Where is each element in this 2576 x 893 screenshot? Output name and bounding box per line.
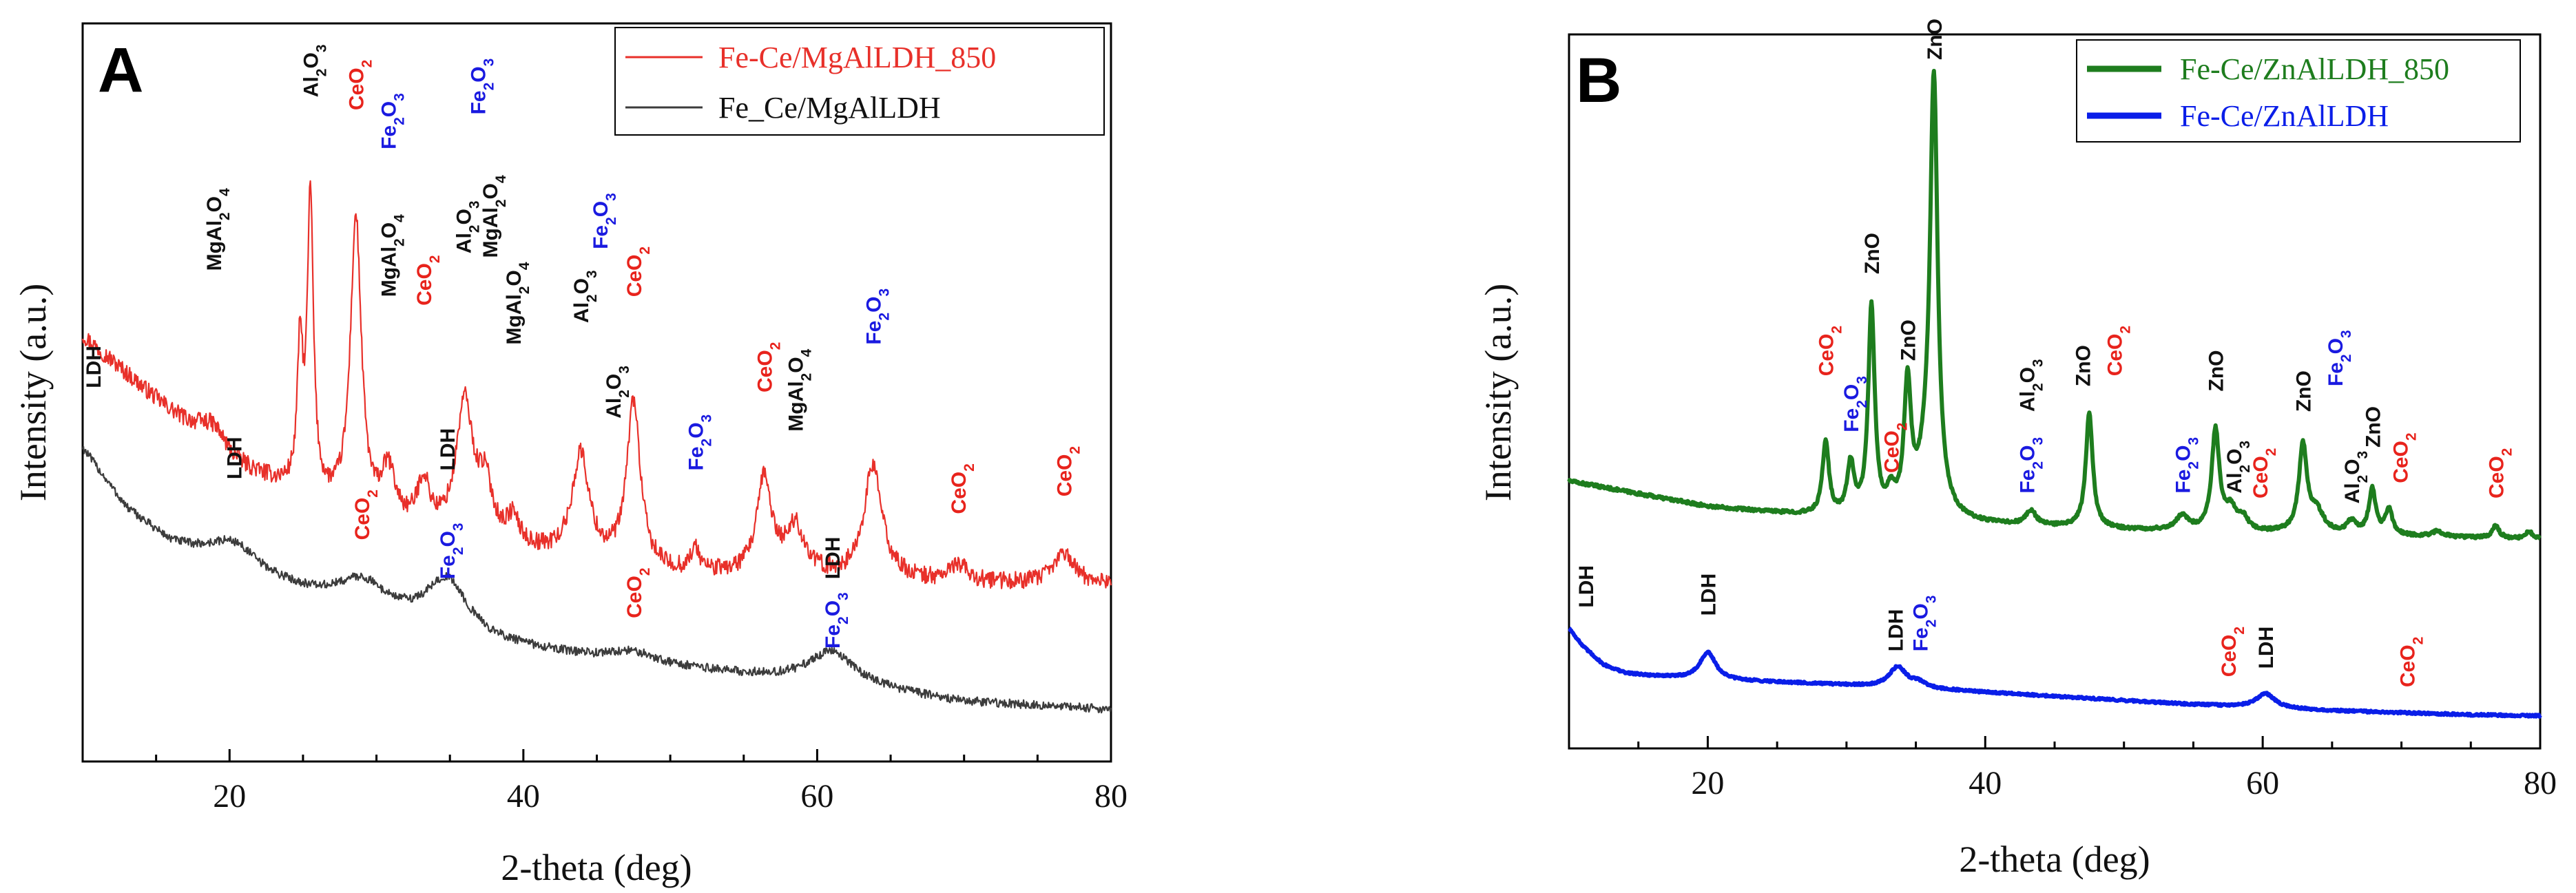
panel-a-peak-label: Al2O3 [603,366,632,419]
panel-b-peak-label: LDH [2255,627,2278,669]
panel-b-peak-label: ZnO [2072,345,2095,386]
panel-a-peak-label: LDH [822,537,844,580]
panel-b-x-tick-label: 40 [1969,765,2002,801]
panel-b-y-axis-title: Intensity (a.u.) [1477,284,1519,501]
panel-b-x-tick-label: 20 [1691,765,1724,801]
panel-b-legend: Fe-Ce/ZnAlLDH_850 Fe-Ce/ZnAlLDH [2076,39,2521,143]
panel-b-peak-label: LDH [1697,574,1720,616]
panel-a-peak-label: CeO2 [623,568,653,618]
panel-a-peak-label: Fe2O3 [468,59,497,115]
panel-a-legend-label-850: Fe-Ce/MgAlLDH_850 [718,41,996,74]
panel-a-peak-label: Fe2O3 [378,93,408,149]
panel-b-series-line-1 [1568,627,2542,719]
panel-a-peak-label: Al2O3 [570,270,600,323]
panel-b-x-tick-label: 60 [2246,765,2279,801]
panel-b-peak-label: Al2O3 [2341,451,2371,504]
panel-b-peak-label: LDH [1884,609,1907,652]
panel-a-peak-label: CeO2 [754,342,784,392]
panel-b-letter: B [1576,45,1621,116]
panel-b-series-line-0 [1567,69,2542,541]
panel-a-peak-label: CeO2 [346,60,375,110]
panel-a-series-line-1 [81,445,1112,714]
panel-a-peak-label: MgAl2O4 [479,175,509,258]
panel-b-peak-label: CeO2 [1880,423,1910,473]
panel-b-legend-label-850: Fe-Ce/ZnAlLDH_850 [2180,52,2449,86]
panel-a-peak-label: LDH [83,346,105,388]
panel-a-peak-label: Al2O3 [300,44,330,97]
panel-a-peak-label: CeO2 [351,490,381,540]
panel-b-peak-label: Fe2O3 [2017,437,2046,494]
panel-b-peak-label: LDH [1575,565,1598,608]
panel-a-series-line-0 [81,180,1112,589]
panel-a: A MgAl2O4Al2O3CeO2Fe2O3MgAl2O4CeO2Al2O3F… [12,22,1128,888]
panel-b-peak-label: CeO2 [2250,448,2279,498]
panel-a-peak-label: Fe2O3 [437,523,466,579]
panel-a-legend-box [614,27,1105,136]
panel-a-peak-label: CeO2 [948,463,977,514]
panel-a-x-tick-label: 20 [213,778,246,815]
panel-b-peak-label: ZnO [1924,19,1946,60]
panel-b-peak-label: Fe2O3 [1840,376,1870,432]
panel-a-x-axis-title: 2-theta (deg) [501,847,692,888]
panel-a-annotations: MgAl2O4Al2O3CeO2Fe2O3MgAl2O4CeO2Al2O3Fe2… [83,44,1083,649]
panel-b-peak-label: CeO2 [1816,326,1845,376]
panel-a-peak-label: MgAl2O4 [378,214,408,297]
panel-b-peak-label: CeO2 [2218,627,2247,677]
panel-a-letter: A [98,35,143,105]
panel-a-peak-label: Fe2O3 [822,592,851,649]
panel-b-legend-label-ldh: Fe-Ce/ZnAlLDH [2180,99,2389,133]
panel-a-legend: Fe-Ce/MgAlLDH_850 Fe_Ce/MgAlLDH [614,27,1105,136]
panel-a-peak-label: MgAl2O4 [503,262,532,344]
panel-b-x-axis-title: 2-theta (deg) [1959,839,2150,880]
panel-b-peak-label: ZnO [1861,233,1884,274]
panel-a-peak-label: CeO2 [413,255,443,306]
panel-a-x-tick-label: 40 [507,778,540,815]
panel-a-peak-label: CeO2 [1054,446,1083,496]
panel-a-x-tick-label: 60 [800,778,833,815]
panel-b-peak-label: Al2O3 [2223,441,2253,494]
panel-b-peak-label: Fe2O3 [1910,596,1940,652]
panel-a-peak-label: Fe2O3 [590,193,619,249]
panel-b-x-tick-label: 80 [2524,765,2557,801]
panel-b-peak-label: Al2O3 [2017,359,2046,412]
panel-b-peak-label: ZnO [2205,350,2228,392]
panel-b-peak-label: ZnO [2293,370,2316,412]
panel-b-peak-label: ZnO [2362,406,2385,448]
panel-a-peak-label: Fe2O3 [863,288,893,345]
panel-b-curves [1567,69,2542,719]
panel-b-peak-label: CeO2 [2390,432,2420,483]
panel-b-legend-box [2076,39,2521,143]
panel-b-peak-label: Fe2O3 [2325,330,2354,386]
panel-a-peak-label: CeO2 [623,246,653,297]
panel-a-peak-label: MgAl2O4 [203,188,233,271]
panel-a-peak-label: Al2O3 [453,200,482,253]
panel-b-peak-label: CeO2 [2104,326,2134,376]
panel-b-peak-label: Fe2O3 [2172,437,2201,494]
panel-a-y-axis-title: Intensity (a.u.) [12,284,54,501]
panel-a-peak-label: LDH [224,437,247,479]
panel-a-peak-label: MgAl2O4 [785,348,814,431]
panel-b-peak-label: CeO2 [2486,448,2515,498]
panel-a-legend-label-ldh: Fe_Ce/MgAlLDH [718,91,941,125]
panel-a-peak-label: LDH [437,428,459,471]
panel-b-peak-label: CeO2 [2397,637,2427,687]
panel-a-x-ticks: 20 40 60 80 [81,749,1128,815]
panel-a-x-tick-label: 80 [1094,778,1128,815]
panel-b-x-ticks: 20 40 60 80 [1568,736,2557,801]
panel-a-curves [81,180,1112,714]
panel-a-peak-label: Fe2O3 [685,414,714,471]
panel-b-peak-label: ZnO [1898,319,1920,361]
